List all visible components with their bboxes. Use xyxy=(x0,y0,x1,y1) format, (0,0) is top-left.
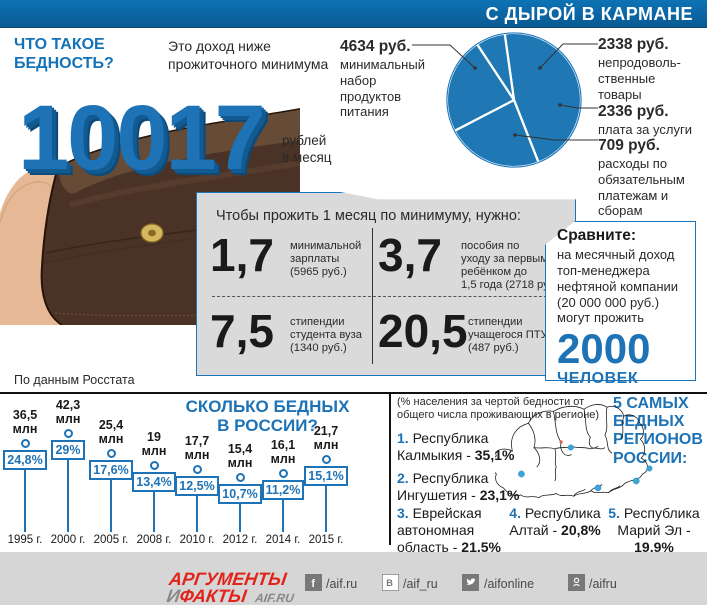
svg-text:f: f xyxy=(311,578,315,590)
svg-text:B: B xyxy=(386,578,393,588)
